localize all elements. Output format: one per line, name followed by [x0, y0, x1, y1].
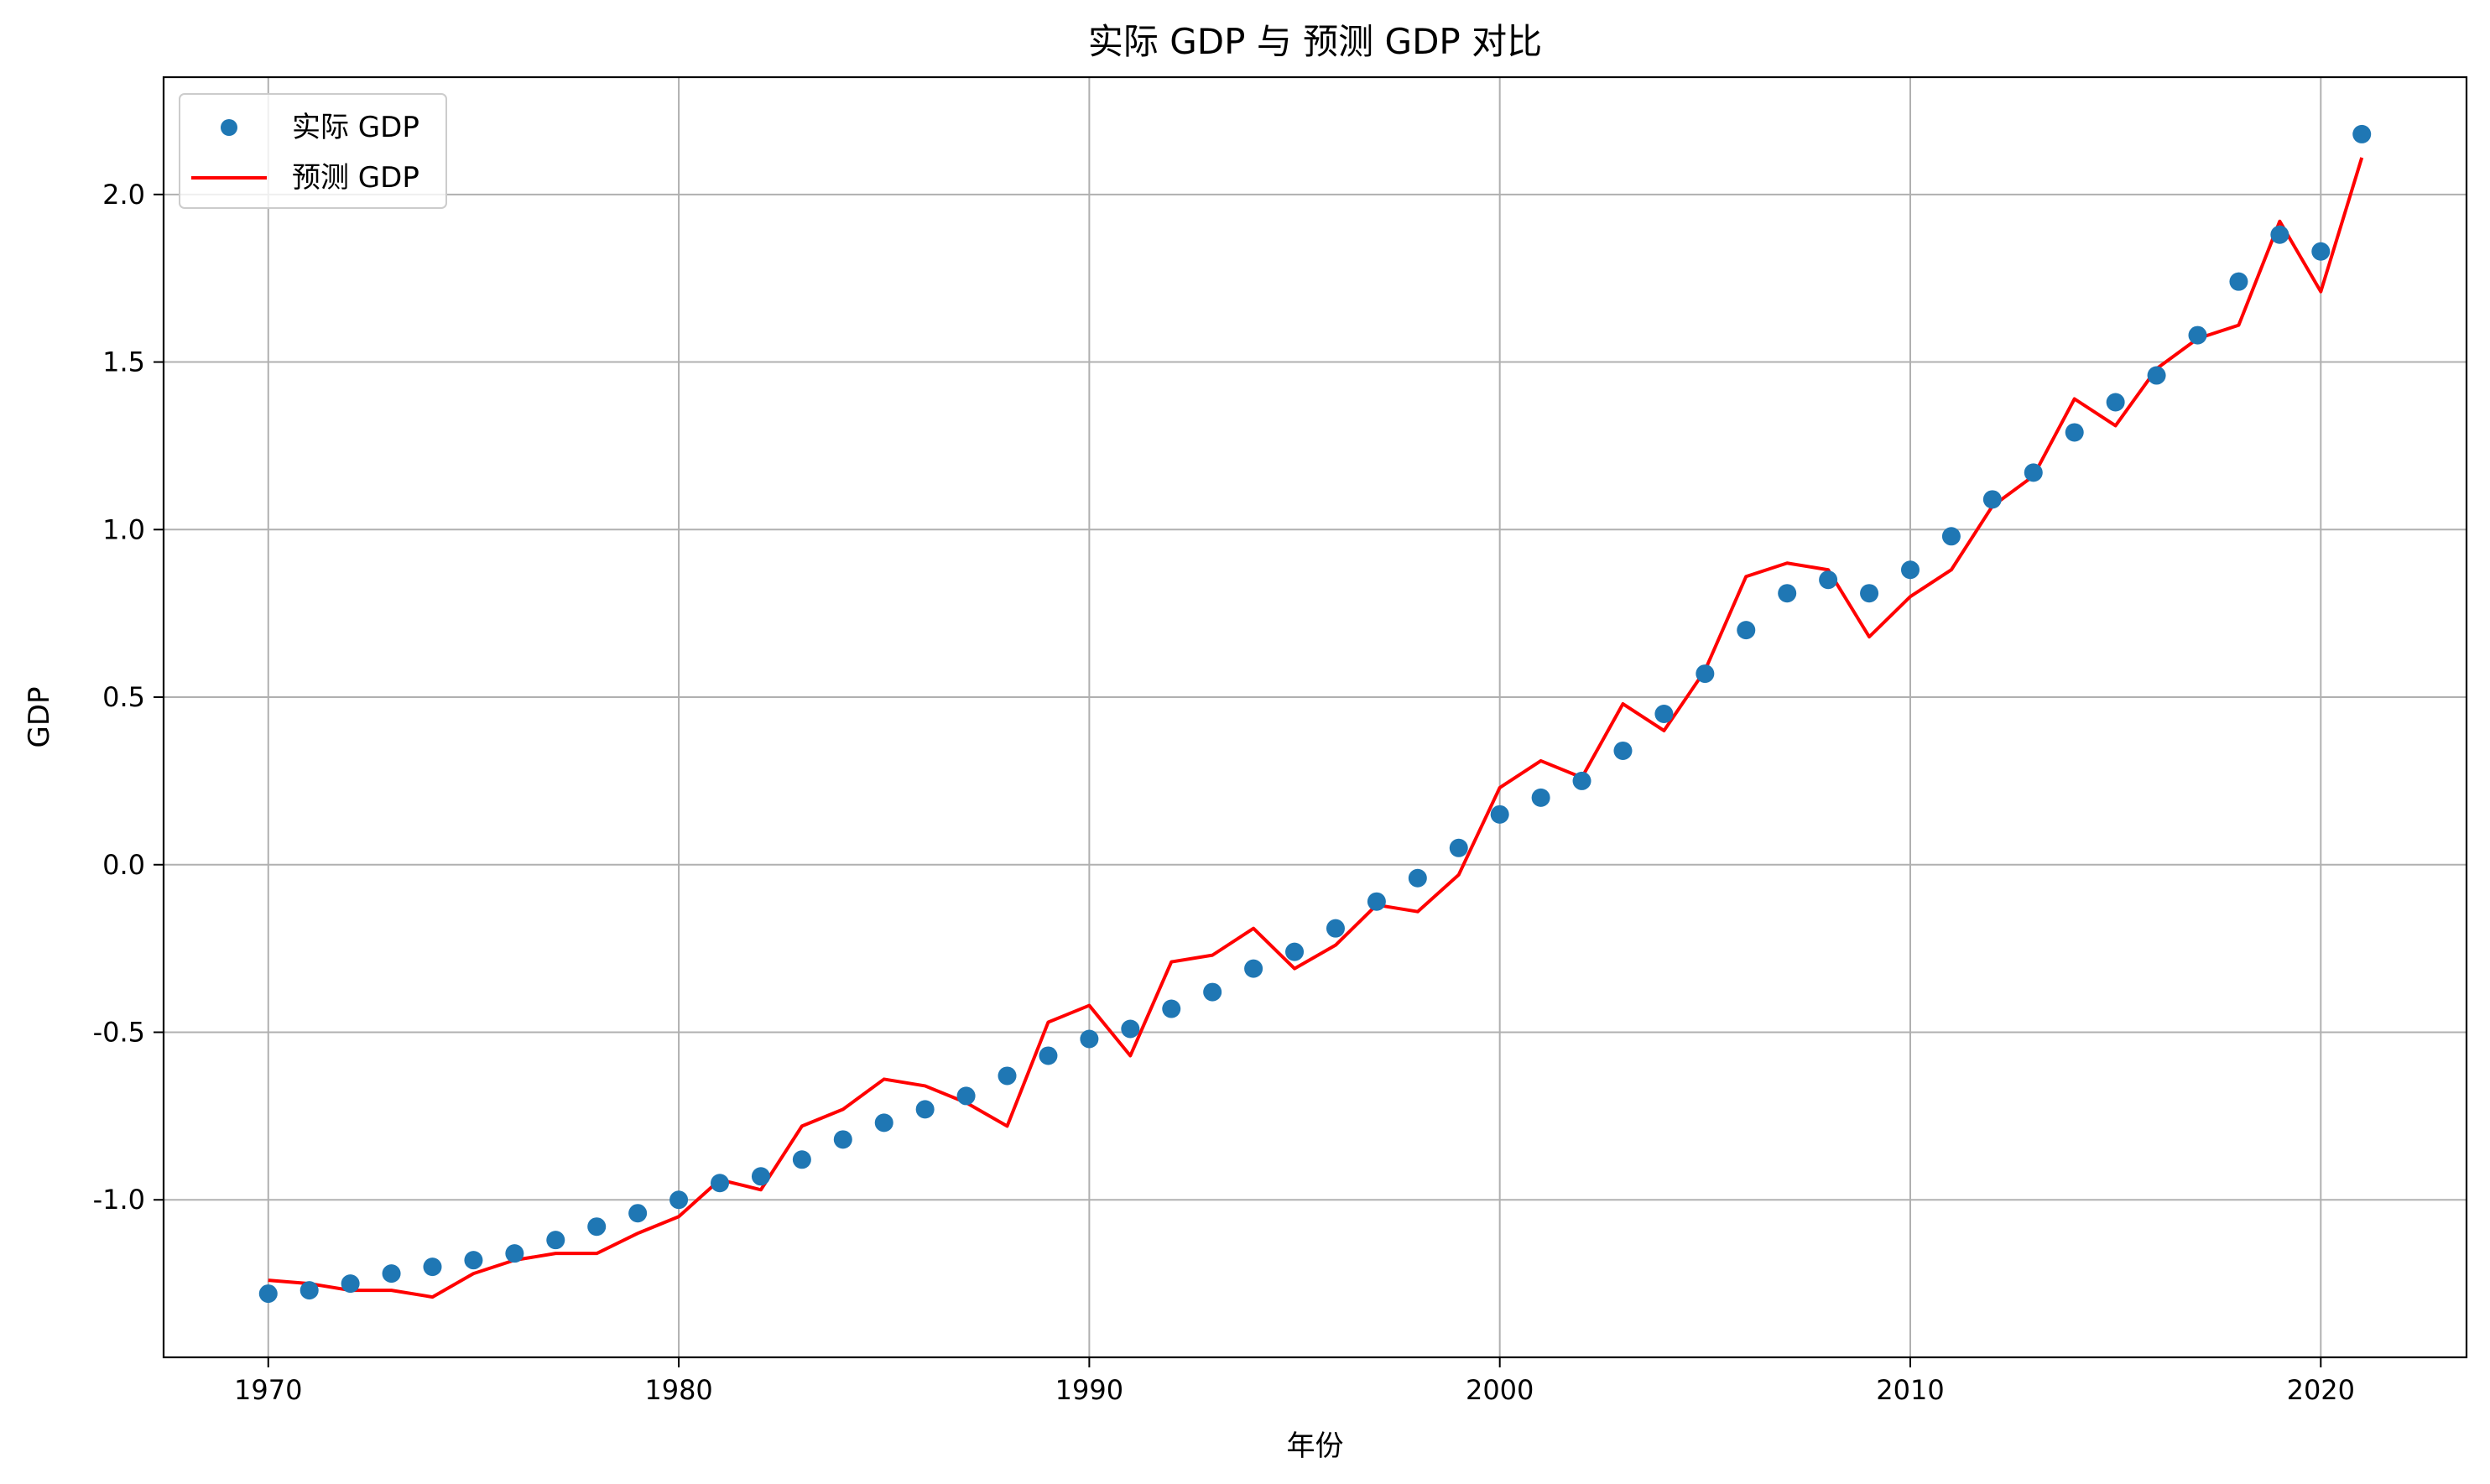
actual-gdp-point: [1203, 982, 1222, 1002]
legend: 实际 GDP 预测 GDP: [179, 93, 447, 209]
actual-gdp-point: [2352, 124, 2372, 143]
actual-gdp-point: [833, 1130, 852, 1149]
y-tick-label: 2.0: [102, 179, 145, 211]
actual-gdp-point: [1941, 527, 1961, 546]
y-tick-label: -0.5: [93, 1017, 145, 1049]
y-axis-label: GDP: [23, 686, 56, 747]
x-tick-label: 2000: [1466, 1374, 1534, 1406]
actual-gdp-point: [546, 1231, 565, 1250]
actual-gdp-point: [464, 1251, 483, 1270]
actual-gdp-point: [1285, 942, 1305, 961]
y-tick-label: -1.0: [93, 1184, 145, 1216]
actual-gdp-point: [382, 1264, 401, 1284]
actual-gdp-point: [505, 1244, 524, 1263]
plot-content: [258, 124, 2372, 1304]
actual-gdp-point: [1696, 664, 1715, 684]
actual-gdp-point: [1039, 1046, 1058, 1065]
actual-gdp-point: [874, 1113, 893, 1133]
y-axis: -1.0 -0.5 0.0 0.5 1.0 1.5 2.0: [93, 179, 164, 1216]
actual-gdp-point: [998, 1066, 1017, 1086]
x-tick-label: 2010: [1876, 1374, 1944, 1406]
actual-gdp-point: [956, 1086, 976, 1106]
actual-gdp-point: [2188, 325, 2207, 345]
y-tick-label: 1.0: [102, 513, 145, 545]
x-tick-label: 1990: [1055, 1374, 1123, 1406]
legend-label-predicted: 预测 GDP: [292, 161, 419, 195]
actual-gdp-point: [2229, 272, 2248, 291]
y-tick-label: 0.0: [102, 849, 145, 881]
actual-gdp-point: [669, 1190, 689, 1210]
legend-marker-actual: [221, 119, 237, 136]
actual-gdp-point: [915, 1100, 935, 1119]
x-tick-label: 1980: [644, 1374, 712, 1406]
actual-gdp-point: [2147, 366, 2166, 385]
actual-gdp-point: [2065, 423, 2084, 442]
actual-gdp-point: [1408, 868, 1427, 888]
actual-gdp-point: [1982, 490, 2002, 509]
plot-frame: [162, 76, 2468, 1359]
y-tick-label: 1.5: [102, 346, 145, 378]
actual-gdp-point: [1737, 621, 1756, 640]
actual-gdp-point: [1244, 959, 1263, 978]
actual-gdp-point: [2270, 225, 2289, 244]
chart-title: 实际 GDP 与 预测 GDP 对比: [1088, 21, 1542, 62]
actual-gdp-point: [1654, 705, 1674, 724]
actual-gdp-point: [1326, 919, 1345, 938]
actual-gdp-point: [628, 1204, 648, 1223]
actual-gdp-point: [1121, 1019, 1140, 1039]
actual-gdp-point: [300, 1281, 319, 1300]
x-axis-label: 年份: [1287, 1429, 1344, 1463]
actual-gdp-point: [2024, 463, 2043, 482]
actual-gdp-point: [1449, 838, 1468, 857]
predicted-gdp-line: [268, 157, 2364, 1299]
actual-gdp-point: [1367, 892, 1386, 911]
actual-gdp-point: [1819, 570, 1838, 590]
x-tick-label: 1970: [234, 1374, 302, 1406]
actual-gdp-point: [711, 1174, 730, 1193]
actual-gdp-point: [1778, 584, 1797, 603]
actual-gdp-point: [1490, 804, 1509, 824]
y-tick-label: 0.5: [102, 681, 145, 713]
actual-gdp-point: [1860, 584, 1879, 603]
actual-gdp-point: [1162, 999, 1181, 1018]
actual-gdp-point: [1900, 560, 1920, 580]
actual-gdp-point: [2106, 393, 2125, 412]
actual-gdp-point: [423, 1257, 442, 1277]
legend-label-actual: 实际 GDP: [292, 111, 419, 144]
actual-gdp-point: [792, 1150, 811, 1169]
x-axis: 1970 1980 1990 2000 2010 2020: [234, 1357, 2355, 1406]
actual-gdp-point: [751, 1167, 770, 1186]
actual-gdp-point: [341, 1274, 360, 1294]
actual-gdp-point: [587, 1217, 607, 1237]
actual-gdp-point: [1613, 741, 1633, 760]
actual-gdp-point: [1080, 1029, 1099, 1049]
actual-gdp-point: [1572, 771, 1591, 790]
x-tick-label: 2020: [2287, 1374, 2355, 1406]
actual-gdp-point: [258, 1284, 278, 1304]
actual-gdp-point: [1531, 788, 1550, 807]
actual-gdp-point: [2311, 242, 2331, 261]
